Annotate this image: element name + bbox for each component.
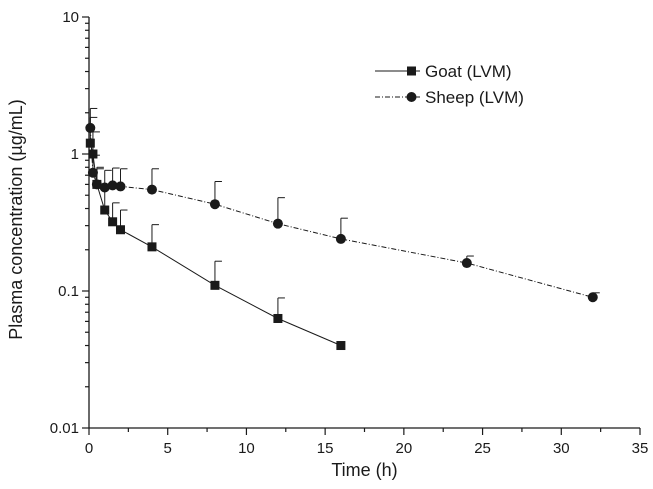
- legend-marker: [406, 92, 417, 102]
- y-axis-title: Plasma concentration (µg/mL): [6, 99, 26, 339]
- data-point: [335, 233, 346, 244]
- legend-label: Goat (LVM): [425, 62, 512, 81]
- data-point: [336, 341, 346, 351]
- data-point: [115, 181, 126, 192]
- data-point: [107, 180, 118, 191]
- series-line: [89, 143, 342, 346]
- x-tick-label: 15: [317, 440, 334, 457]
- data-point: [147, 242, 157, 252]
- data-point: [87, 167, 98, 178]
- legend-marker: [407, 66, 416, 76]
- series-2: [85, 107, 600, 303]
- y-tick-label: 1: [71, 146, 79, 163]
- data-point: [210, 280, 220, 290]
- data-point: [85, 138, 95, 148]
- series-line: [89, 127, 593, 298]
- data-point: [108, 217, 118, 227]
- x-tick-label: 35: [632, 440, 649, 457]
- y-tick-label: 10: [62, 9, 79, 26]
- y-tick-label: 0.1: [58, 283, 79, 300]
- x-tick-label: 5: [164, 440, 172, 457]
- series-layer: [85, 107, 600, 351]
- legend-item: Sheep (LVM): [375, 88, 524, 107]
- x-tick-label: 0: [85, 440, 93, 457]
- legend: Goat (LVM) Sheep (LVM): [375, 62, 524, 107]
- data-point: [273, 313, 283, 323]
- axes: 0 5 10 15 20 25 30 35 0.01 0.1 1 10: [50, 9, 649, 457]
- data-point: [88, 149, 98, 159]
- x-axis-title: Time (h): [331, 460, 397, 480]
- data-point: [461, 258, 472, 269]
- legend-item: Goat (LVM): [375, 62, 512, 81]
- data-point: [587, 292, 598, 303]
- x-tick-label: 20: [396, 440, 413, 457]
- legend-label: Sheep (LVM): [425, 88, 524, 107]
- x-tick-label: 25: [474, 440, 491, 457]
- x-tick-label: 10: [238, 440, 255, 457]
- data-point: [209, 199, 220, 210]
- data-point: [91, 179, 102, 190]
- data-point: [85, 122, 96, 133]
- data-point: [115, 225, 125, 235]
- data-point: [99, 182, 110, 193]
- series-1: [85, 116, 346, 351]
- y-tick-label: 0.01: [50, 420, 79, 437]
- data-point: [146, 184, 157, 195]
- x-tick-label: 30: [553, 440, 570, 457]
- data-point: [272, 218, 283, 229]
- data-point: [100, 205, 110, 215]
